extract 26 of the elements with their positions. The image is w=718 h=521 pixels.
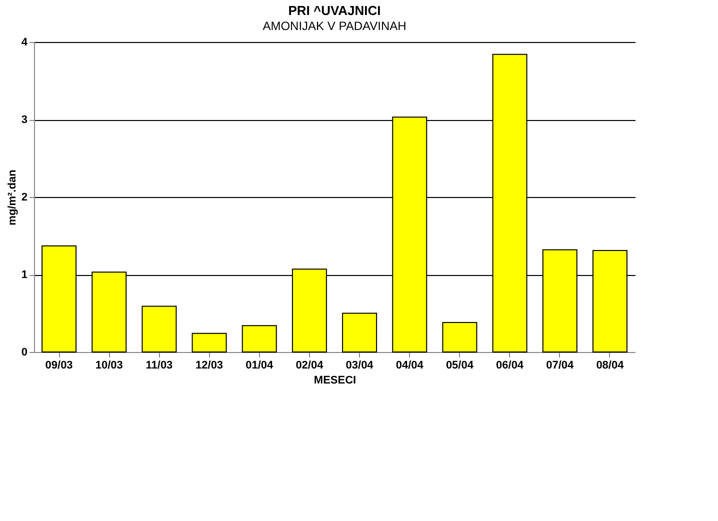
x-axis-title: MESECI: [314, 374, 356, 386]
y-tick-label: 4: [21, 36, 28, 48]
x-tick-label: 07/04: [546, 360, 575, 372]
x-tick-label: 06/04: [496, 360, 524, 372]
y-tick-label: 3: [21, 114, 28, 126]
x-tick-label: 10/03: [95, 360, 123, 372]
x-tick-label: 12/03: [196, 360, 224, 372]
y-tick-label: 2: [21, 192, 28, 204]
bar: [242, 325, 277, 352]
y-tick-label: 0: [21, 346, 28, 358]
x-tick-label: 05/04: [446, 360, 474, 372]
bar: [192, 332, 227, 352]
x-tick-label: 03/04: [346, 360, 374, 372]
bar: [442, 322, 478, 352]
bar: [342, 312, 378, 352]
x-tick-label: 09/03: [45, 360, 73, 372]
bar: [142, 306, 177, 352]
x-tick-label: 01/04: [246, 360, 274, 372]
x-tick-label: 08/04: [596, 360, 625, 372]
y-tick-label: 1: [21, 269, 28, 281]
chart-title: PRI ^UVAJNICI: [288, 3, 381, 18]
x-tick-label: 04/04: [396, 360, 424, 372]
y-axis-title: mg/m².dan: [6, 169, 18, 226]
x-tick-label: 02/04: [296, 360, 324, 372]
x-tick-label: 11/03: [146, 360, 173, 372]
chart-subtitle: AMONIJAK V PADAVINAH: [262, 19, 406, 33]
